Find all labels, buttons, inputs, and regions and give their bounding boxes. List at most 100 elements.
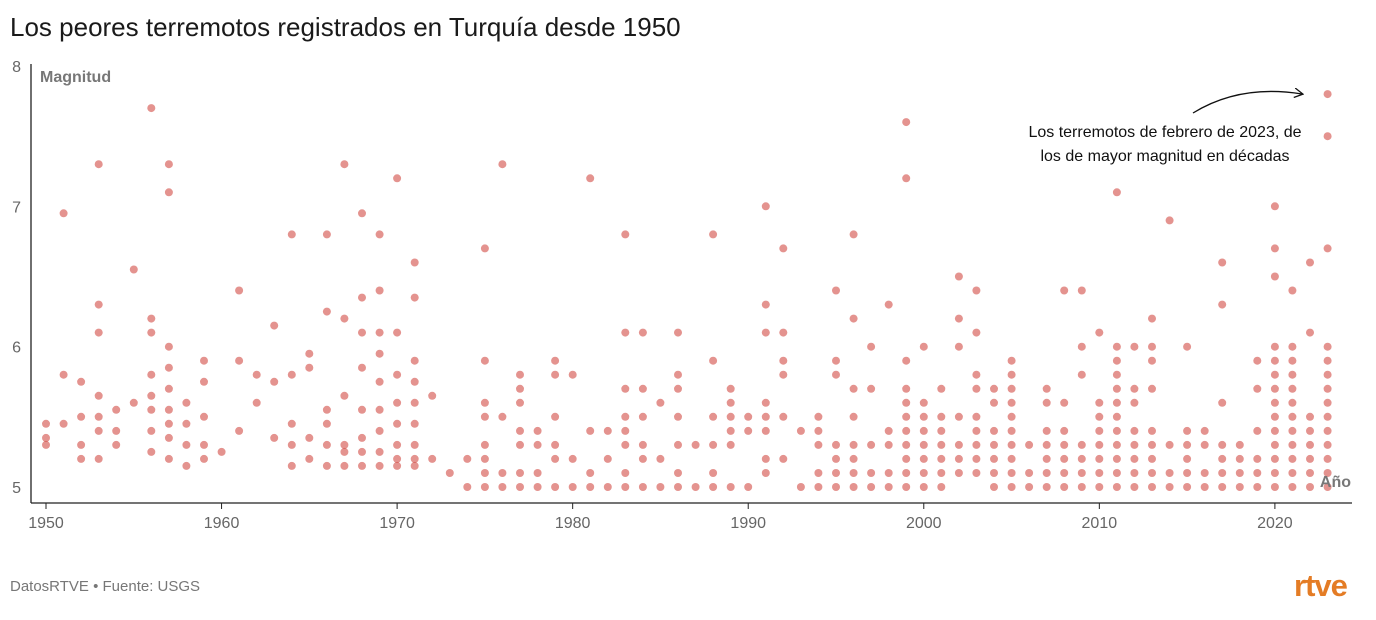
earthquake-point	[252, 370, 261, 379]
earthquake-point	[709, 412, 718, 421]
earthquake-point	[340, 461, 349, 470]
earthquake-point	[340, 160, 349, 169]
earthquake-point	[1007, 469, 1016, 477]
x-tick-label: 1980	[555, 515, 591, 532]
earthquake-point	[1095, 483, 1104, 491]
earthquake-point	[340, 391, 349, 400]
earthquake-point	[1130, 398, 1139, 407]
earthquake-point	[1306, 426, 1314, 435]
earthquake-point	[1148, 454, 1156, 463]
earthquake-point	[410, 454, 419, 463]
earthquake-point	[779, 454, 788, 463]
earthquake-point	[832, 440, 840, 449]
earthquake-point	[1288, 398, 1297, 407]
earthquake-point	[674, 483, 682, 491]
earthquake-point	[1323, 342, 1332, 351]
earthquake-point	[1306, 328, 1314, 337]
earthquake-point	[1025, 469, 1034, 477]
earthquake-point	[164, 433, 173, 442]
earthquake-point	[94, 454, 103, 463]
earthquake-point	[182, 398, 191, 407]
earthquake-point	[972, 454, 981, 463]
earthquake-point	[1218, 258, 1227, 267]
earthquake-point	[375, 405, 384, 414]
earthquake-point	[1007, 370, 1016, 379]
earthquake-point	[410, 398, 419, 407]
earthquake-point	[1288, 370, 1297, 379]
earthquake-point	[147, 447, 156, 456]
earthquake-point	[393, 461, 402, 470]
earthquake-point	[568, 370, 577, 379]
earthquake-point	[410, 377, 419, 386]
y-tick-label: 5	[12, 480, 21, 497]
earthquake-point	[375, 461, 384, 470]
earthquake-point	[358, 447, 366, 456]
earthquake-point	[919, 342, 928, 351]
earthquake-point	[94, 300, 103, 309]
earthquake-point	[200, 440, 208, 449]
earthquake-point	[744, 426, 753, 435]
earthquake-point	[1077, 342, 1086, 351]
earthquake-point	[1323, 483, 1332, 491]
earthquake-point	[621, 328, 630, 337]
earthquake-point	[954, 440, 963, 449]
earthquake-point	[1077, 370, 1086, 379]
earthquake-point	[709, 440, 718, 449]
earthquake-point	[1130, 483, 1139, 491]
earthquake-point	[498, 412, 507, 421]
earthquake-point	[726, 426, 735, 435]
earthquake-point	[832, 370, 840, 379]
earthquake-point	[867, 342, 876, 351]
earthquake-point	[1306, 440, 1314, 449]
earthquake-point	[94, 426, 103, 435]
earthquake-point	[1077, 454, 1086, 463]
earthquake-point	[990, 483, 998, 491]
earthquake-point	[129, 398, 138, 407]
earthquake-point	[358, 405, 366, 414]
earthquake-point	[393, 440, 402, 449]
earthquake-point	[867, 384, 876, 393]
earthquake-point	[516, 483, 524, 491]
earthquake-point	[1288, 356, 1297, 365]
x-tick-label: 2020	[1257, 515, 1293, 532]
earthquake-point	[1270, 398, 1279, 407]
earthquake-point	[1112, 412, 1121, 421]
earthquake-point	[937, 469, 946, 477]
earthquake-point	[498, 469, 507, 477]
earthquake-point	[1288, 454, 1297, 463]
annotation-line-1: Los terremotos de febrero de 2023, de	[1028, 124, 1301, 141]
y-tick-label: 7	[12, 199, 21, 216]
earthquake-point	[902, 398, 911, 407]
earthquake-point	[656, 483, 665, 491]
earthquake-point	[147, 405, 156, 414]
earthquake-point	[1288, 469, 1297, 477]
earthquake-point	[147, 314, 156, 323]
earthquake-point	[1060, 286, 1069, 295]
earthquake-point	[902, 356, 911, 365]
earthquake-point	[902, 384, 911, 393]
earthquake-point	[726, 398, 735, 407]
earthquake-point	[990, 426, 998, 435]
earthquake-point	[1323, 469, 1332, 477]
earthquake-point	[1165, 440, 1174, 449]
earthquake-point	[1183, 469, 1192, 477]
earthquake-point	[586, 174, 595, 183]
earthquake-point	[779, 328, 788, 337]
earthquake-point	[305, 433, 314, 442]
earthquake-point	[1218, 469, 1227, 477]
earthquake-point	[726, 384, 735, 393]
earthquake-point	[761, 398, 770, 407]
earthquake-point	[445, 469, 454, 477]
earthquake-point	[849, 469, 858, 477]
earthquake-point	[1112, 454, 1121, 463]
earthquake-point	[638, 412, 647, 421]
earthquake-point	[1200, 483, 1209, 491]
earthquake-point	[621, 440, 630, 449]
earthquake-point	[410, 419, 419, 428]
earthquake-point	[621, 469, 630, 477]
earthquake-point	[94, 391, 103, 400]
earthquake-point	[1235, 440, 1244, 449]
earthquake-point	[1235, 454, 1244, 463]
earthquake-point	[77, 412, 86, 421]
earthquake-point	[375, 377, 384, 386]
